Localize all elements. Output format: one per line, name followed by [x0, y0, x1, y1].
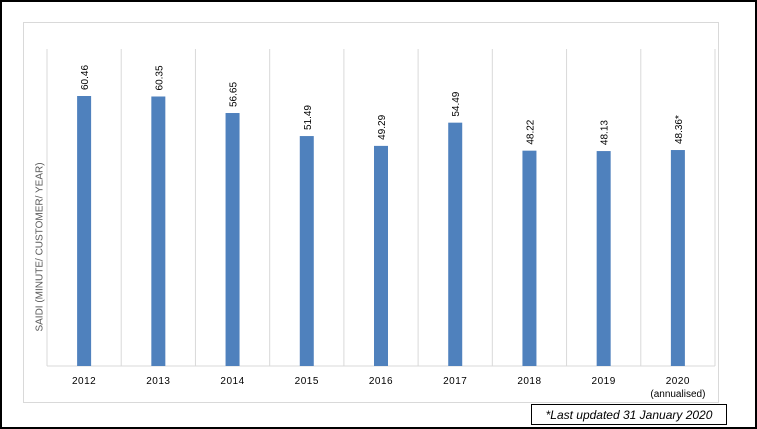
data-label: 48.13: [600, 120, 611, 145]
bar: [448, 122, 463, 366]
x-tick-label: 2017: [443, 376, 467, 387]
x-tick-label: 2015: [295, 376, 319, 387]
x-tick-label: 2013: [146, 376, 170, 387]
x-tick-label: 2020: [666, 376, 690, 387]
x-tick-label: 2012: [72, 376, 96, 387]
plot-area-border: [23, 22, 719, 403]
bar: [596, 151, 611, 366]
x-tick-label: 2018: [517, 376, 541, 387]
bar: [299, 136, 314, 366]
data-label: 56.65: [229, 82, 240, 107]
bar: [225, 113, 240, 366]
bar: [522, 150, 537, 366]
x-tick-sublabel: (annualised): [650, 389, 705, 400]
data-label: 48.22: [525, 119, 536, 144]
data-label: 49.29: [377, 114, 388, 139]
data-label: 51.49: [303, 105, 314, 130]
x-tick-label: 2019: [592, 376, 616, 387]
x-tick-label: 2016: [369, 376, 393, 387]
bar: [670, 150, 685, 366]
data-label: 60.35: [154, 65, 165, 90]
x-tick-label: 2014: [220, 376, 244, 387]
data-label: 54.49: [451, 91, 462, 116]
bar: [374, 145, 388, 366]
data-label: 48.36*: [674, 115, 685, 144]
bar: [77, 96, 92, 366]
data-label: 60.46: [80, 65, 91, 90]
bar: [151, 96, 166, 366]
last-updated-note: *Last updated 31 January 2020: [531, 404, 727, 425]
